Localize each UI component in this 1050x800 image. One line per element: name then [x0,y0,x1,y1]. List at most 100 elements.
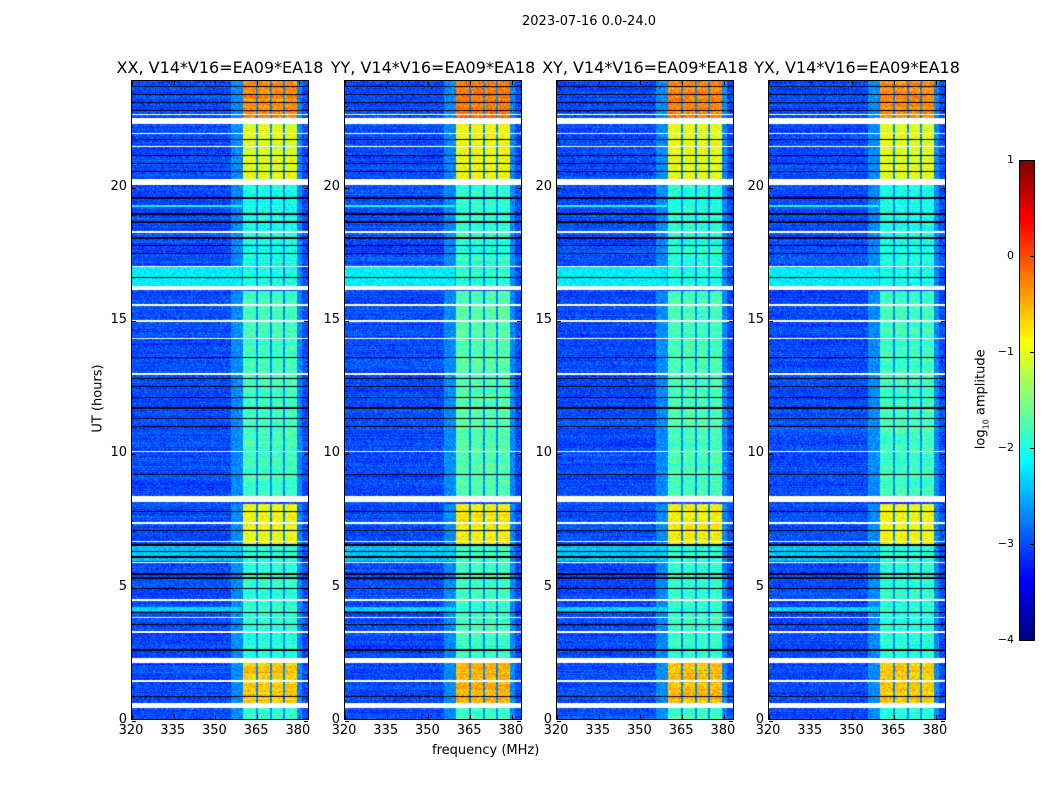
figure-title: 2023-07-16 0.0-24.0 [522,14,656,29]
colorbar-tick-label: −2 [997,441,1014,454]
spectrogram-heatmap [345,81,521,719]
x-tick-mark [511,715,513,719]
colorbar-gradient [1020,161,1034,640]
x-tick-mark [386,715,388,719]
panel-title: YX, V14*V16=EA09*EA18 [754,58,960,77]
x-tick-label: 365 [668,723,694,738]
x-tick-label: 335 [373,723,399,738]
y-tick-mark [729,721,733,722]
y-tick-mark [517,187,521,189]
y-tick-label: 15 [110,312,127,327]
x-tick-mark [215,81,217,85]
y-tick-label: 0 [755,712,764,727]
y-tick-mark [345,454,349,456]
x-tick-label: 320 [755,723,781,738]
y-tick-mark [304,321,308,322]
y-tick-label: 20 [535,178,552,194]
y-tick-mark [345,187,349,189]
y-tick-label: 20 [323,178,340,194]
y-tick-mark [132,321,136,322]
colorbar-tick-mark [1030,640,1034,641]
x-tick-mark [428,81,430,85]
y-tick-mark [941,187,945,189]
colorbar-tick-label: 1 [1007,153,1014,166]
x-tick-mark [769,715,770,719]
x-tick-mark [470,715,472,719]
y-tick-mark [769,187,773,189]
y-tick-mark [557,721,561,722]
y-tick-label: 10 [323,445,340,461]
x-tick-mark [557,715,558,719]
y-tick-mark [769,587,773,589]
x-tick-mark [852,81,854,85]
x-tick-mark [810,715,812,719]
y-tick-mark [941,587,945,589]
x-tick-label: 365 [880,723,906,738]
y-tick-label: 5 [118,578,127,594]
x-tick-label: 350 [202,723,227,738]
x-tick-mark [173,81,175,85]
y-tick-label: 15 [747,312,764,327]
y-tick-mark [132,721,136,722]
y-tick-label: 0 [543,712,552,727]
x-tick-mark [132,715,133,719]
colorbar-tick-mark [1030,352,1034,353]
colorbar [1019,160,1035,641]
x-axis-label: frequency (MHz) [432,743,540,758]
y-tick-mark [729,454,733,456]
x-tick-mark [215,715,217,719]
x-tick-mark [640,715,642,719]
y-tick-mark [729,321,733,322]
y-tick-mark [557,187,561,189]
x-tick-label: 380 [922,723,948,738]
y-tick-label: 5 [543,578,552,594]
x-tick-label: 380 [285,723,311,738]
y-tick-mark [729,187,733,189]
x-tick-mark [345,715,346,719]
x-tick-label: 320 [543,723,569,738]
spectrogram-panel-xy [556,80,734,722]
y-tick-mark [769,321,773,322]
y-tick-mark [941,721,945,722]
y-tick-label: 15 [535,312,552,327]
colorbar-tick-mark [1030,256,1034,257]
y-tick-mark [517,454,521,456]
y-tick-mark [304,721,308,722]
x-tick-label: 335 [797,723,823,738]
y-tick-mark [345,321,349,322]
y-tick-label: 5 [755,578,764,594]
spectrogram-heatmap [132,81,308,719]
y-tick-label: 0 [331,712,340,727]
x-tick-label: 350 [627,723,652,738]
x-tick-mark [682,81,684,85]
y-tick-mark [557,454,561,456]
colorbar-tick-mark [1030,544,1034,545]
y-tick-label: 10 [535,445,552,461]
x-tick-mark [257,715,259,719]
panel-title: XY, V14*V16=EA09*EA18 [542,58,748,77]
x-tick-mark [557,81,558,85]
y-tick-mark [132,454,136,456]
x-tick-mark [723,715,725,719]
y-tick-mark [304,587,308,589]
x-tick-mark [723,81,725,85]
x-tick-label: 335 [160,723,186,738]
y-tick-mark [132,587,136,589]
y-tick-label: 10 [110,445,127,461]
colorbar-tick-mark [1030,160,1034,161]
colorbar-tick-label: 0 [1007,249,1014,262]
y-tick-label: 15 [323,312,340,327]
y-tick-mark [557,321,561,322]
x-tick-mark [511,81,513,85]
x-tick-mark [298,81,300,85]
x-tick-mark [894,715,896,719]
y-tick-mark [345,721,349,722]
y-tick-label: 20 [110,178,127,194]
x-tick-mark [852,715,854,719]
x-tick-label: 320 [331,723,357,738]
y-tick-mark [769,721,773,722]
y-tick-mark [304,454,308,456]
colorbar-tick-label: −4 [997,633,1014,646]
y-tick-mark [345,587,349,589]
panel-title: YY, V14*V16=EA09*EA18 [330,58,536,77]
